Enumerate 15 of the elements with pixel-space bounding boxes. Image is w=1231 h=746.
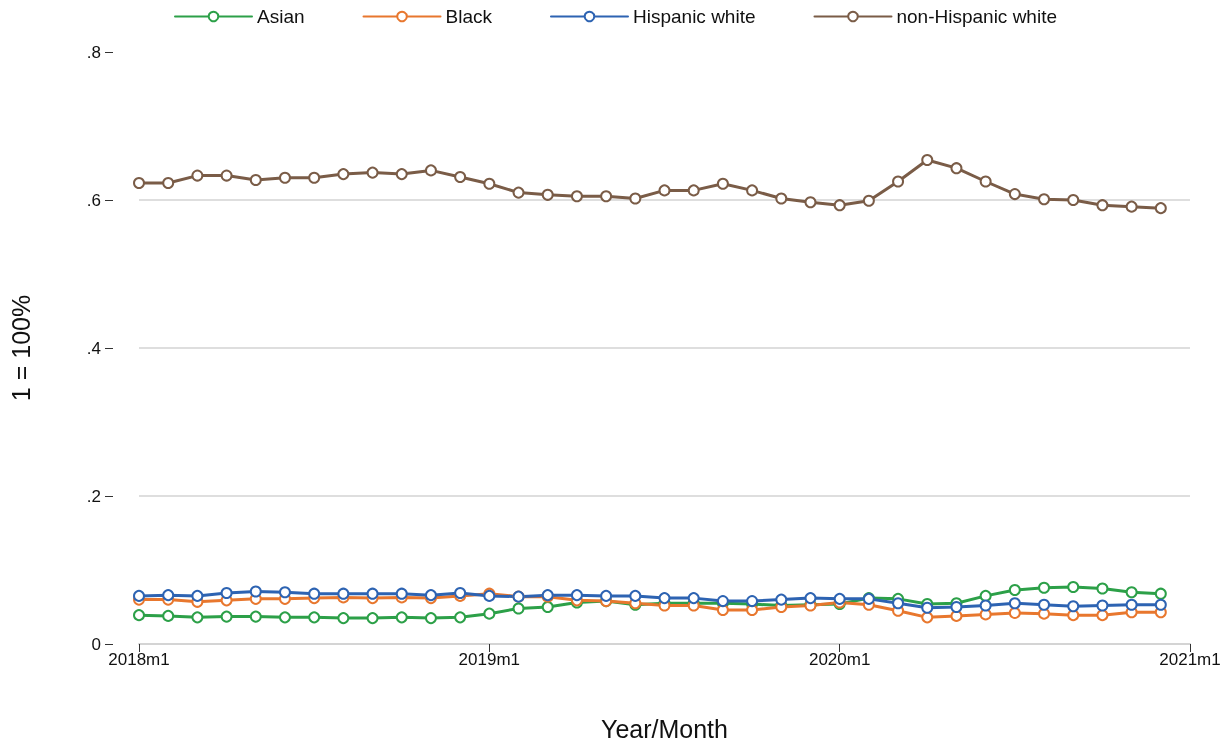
x-axis-title: Year/Month [601, 714, 728, 743]
y-tick-label: .8 [86, 42, 101, 62]
x-tick-label: 2020m1 [808, 650, 871, 669]
x-tick-label: 2019m1 [458, 650, 521, 669]
x-tick-label: 2021m1 [1159, 650, 1221, 669]
legend-label: Hispanic white [632, 6, 756, 27]
legend-label: Asian [256, 6, 305, 27]
y-tick-label: .2 [86, 486, 101, 506]
y-tick-label: .6 [86, 190, 101, 210]
y-axis-title: 1 = 100% [6, 294, 35, 402]
legend-label: Black [445, 6, 493, 27]
y-tick-label: 0 [91, 634, 101, 654]
legend-label: non-Hispanic white [896, 6, 1058, 27]
x-tick-label: 2018m1 [108, 650, 170, 669]
y-tick-label: .4 [86, 338, 101, 358]
